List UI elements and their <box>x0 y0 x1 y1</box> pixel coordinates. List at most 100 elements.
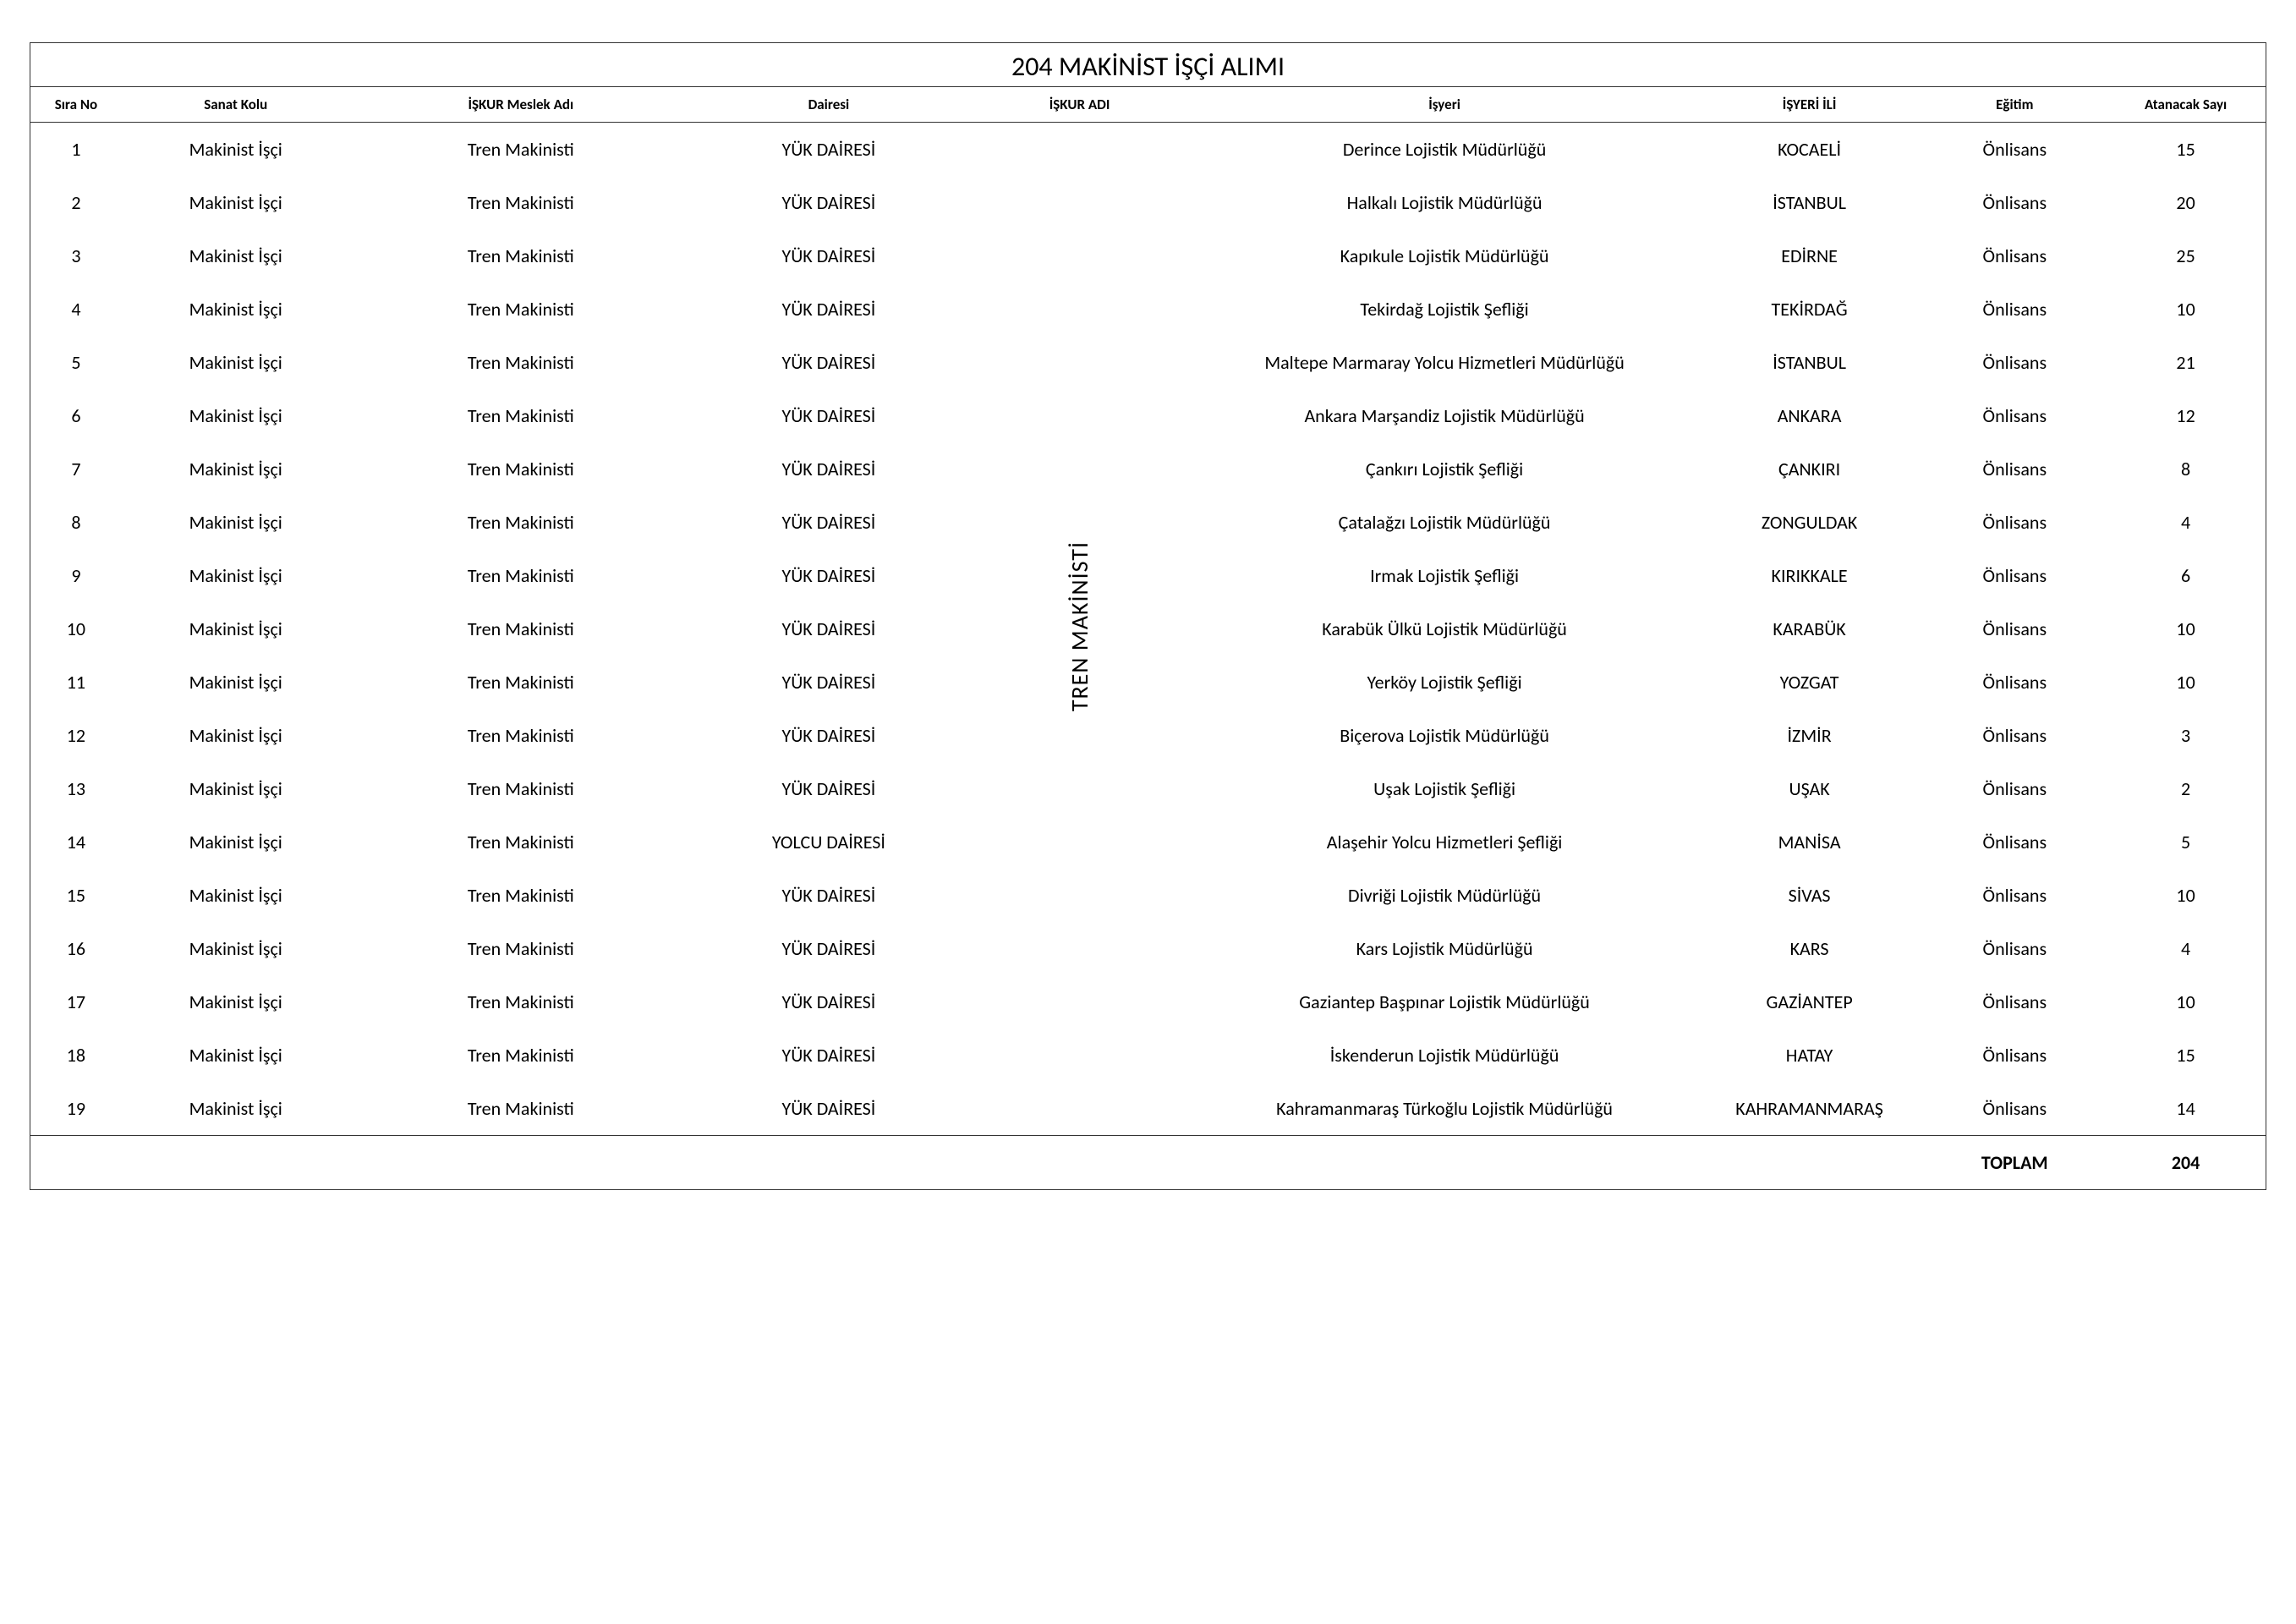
cell-il: KAHRAMANMARAŞ <box>1696 1082 1924 1136</box>
cell-isyeri: Biçerova Lojistik Müdürlüğü <box>1193 709 1695 762</box>
cell-sira: 1 <box>30 123 122 177</box>
cell-sira: 8 <box>30 496 122 549</box>
cell-sayi: 10 <box>2106 656 2266 709</box>
cell-sanat: Makinist İşçi <box>122 602 350 656</box>
header-isyeri: İşyeri <box>1193 87 1695 123</box>
total-empty-cell <box>692 1136 966 1190</box>
cell-sayi: 10 <box>2106 283 2266 336</box>
cell-egitim: Önlisans <box>1923 815 2106 869</box>
cell-sayi: 25 <box>2106 229 2266 283</box>
cell-sayi: 12 <box>2106 389 2266 442</box>
cell-sira: 14 <box>30 815 122 869</box>
cell-meslek: Tren Makinisti <box>350 549 693 602</box>
cell-sanat: Makinist İşçi <box>122 336 350 389</box>
cell-sira: 6 <box>30 389 122 442</box>
cell-isyeri: Yerköy Lojistik Şefliği <box>1193 656 1695 709</box>
cell-egitim: Önlisans <box>1923 496 2106 549</box>
cell-sanat: Makinist İşçi <box>122 389 350 442</box>
cell-meslek: Tren Makinisti <box>350 602 693 656</box>
cell-dairesi: YÜK DAİRESİ <box>692 549 966 602</box>
cell-il: İSTANBUL <box>1696 176 1924 229</box>
cell-sanat: Makinist İşçi <box>122 283 350 336</box>
cell-dairesi: YÜK DAİRESİ <box>692 123 966 177</box>
cell-meslek: Tren Makinisti <box>350 176 693 229</box>
cell-dairesi: YOLCU DAİRESİ <box>692 815 966 869</box>
cell-egitim: Önlisans <box>1923 1029 2106 1082</box>
cell-sanat: Makinist İşçi <box>122 442 350 496</box>
cell-meslek: Tren Makinisti <box>350 1029 693 1082</box>
cell-meslek: Tren Makinisti <box>350 389 693 442</box>
cell-egitim: Önlisans <box>1923 1082 2106 1136</box>
cell-sanat: Makinist İşçi <box>122 709 350 762</box>
header-sira: Sıra No <box>30 87 122 123</box>
total-empty-cell <box>966 1136 1194 1190</box>
cell-isyeri: Kahramanmaraş Türkoğlu Lojistik Müdürlüğ… <box>1193 1082 1695 1136</box>
cell-egitim: Önlisans <box>1923 709 2106 762</box>
cell-isyeri: Kapıkule Lojistik Müdürlüğü <box>1193 229 1695 283</box>
cell-sira: 4 <box>30 283 122 336</box>
cell-sanat: Makinist İşçi <box>122 762 350 815</box>
cell-egitim: Önlisans <box>1923 123 2106 177</box>
cell-isyeri: Divriği Lojistik Müdürlüğü <box>1193 869 1695 922</box>
cell-il: KOCAELİ <box>1696 123 1924 177</box>
cell-sira: 9 <box>30 549 122 602</box>
cell-sira: 17 <box>30 975 122 1029</box>
cell-dairesi: YÜK DAİRESİ <box>692 176 966 229</box>
cell-dairesi: YÜK DAİRESİ <box>692 442 966 496</box>
cell-egitim: Önlisans <box>1923 602 2106 656</box>
header-egitim: Eğitim <box>1923 87 2106 123</box>
header-il: İŞYERİ İLİ <box>1696 87 1924 123</box>
cell-sayi: 10 <box>2106 869 2266 922</box>
cell-egitim: Önlisans <box>1923 336 2106 389</box>
cell-meslek: Tren Makinisti <box>350 336 693 389</box>
cell-sira: 19 <box>30 1082 122 1136</box>
cell-egitim: Önlisans <box>1923 975 2106 1029</box>
cell-sayi: 10 <box>2106 975 2266 1029</box>
cell-meslek: Tren Makinisti <box>350 709 693 762</box>
cell-isyeri: Çankırı Lojistik Şefliği <box>1193 442 1695 496</box>
cell-egitim: Önlisans <box>1923 176 2106 229</box>
cell-sanat: Makinist İşçi <box>122 123 350 177</box>
iskur-vertical-label: TREN MAKİNİSTİ <box>1065 541 1094 711</box>
cell-il: ANKARA <box>1696 389 1924 442</box>
cell-sayi: 15 <box>2106 123 2266 177</box>
cell-sira: 18 <box>30 1029 122 1082</box>
cell-meslek: Tren Makinisti <box>350 656 693 709</box>
cell-egitim: Önlisans <box>1923 229 2106 283</box>
cell-isyeri: Uşak Lojistik Şefliği <box>1193 762 1695 815</box>
cell-il: ZONGULDAK <box>1696 496 1924 549</box>
cell-sira: 3 <box>30 229 122 283</box>
total-empty-cell <box>30 1136 122 1190</box>
cell-dairesi: YÜK DAİRESİ <box>692 922 966 975</box>
cell-sira: 7 <box>30 442 122 496</box>
table-title: 204 MAKİNİST İŞÇİ ALIMI <box>30 43 2266 87</box>
cell-isyeri: Karabük Ülkü Lojistik Müdürlüğü <box>1193 602 1695 656</box>
cell-sayi: 2 <box>2106 762 2266 815</box>
cell-dairesi: YÜK DAİRESİ <box>692 1082 966 1136</box>
cell-il: İSTANBUL <box>1696 336 1924 389</box>
cell-sanat: Makinist İşçi <box>122 815 350 869</box>
cell-dairesi: YÜK DAİRESİ <box>692 762 966 815</box>
header-meslek: İŞKUR Meslek Adı <box>350 87 693 123</box>
cell-sayi: 4 <box>2106 922 2266 975</box>
cell-il: KARS <box>1696 922 1924 975</box>
cell-il: SİVAS <box>1696 869 1924 922</box>
cell-egitim: Önlisans <box>1923 762 2106 815</box>
cell-il: KIRIKKALE <box>1696 549 1924 602</box>
cell-dairesi: YÜK DAİRESİ <box>692 869 966 922</box>
total-value: 204 <box>2106 1136 2266 1190</box>
header-iskur: İŞKUR ADI <box>966 87 1194 123</box>
cell-isyeri: Ankara Marşandiz Lojistik Müdürlüğü <box>1193 389 1695 442</box>
cell-sanat: Makinist İşçi <box>122 869 350 922</box>
cell-meslek: Tren Makinisti <box>350 1082 693 1136</box>
cell-sira: 10 <box>30 602 122 656</box>
cell-sanat: Makinist İşçi <box>122 1082 350 1136</box>
cell-iskur-merged: TREN MAKİNİSTİ <box>966 123 1194 1136</box>
table-header: Sıra No Sanat Kolu İŞKUR Meslek Adı Dair… <box>30 87 2266 123</box>
cell-il: YOZGAT <box>1696 656 1924 709</box>
total-row: TOPLAM204 <box>30 1136 2266 1190</box>
cell-il: GAZİANTEP <box>1696 975 1924 1029</box>
cell-isyeri: İskenderun Lojistik Müdürlüğü <box>1193 1029 1695 1082</box>
cell-egitim: Önlisans <box>1923 549 2106 602</box>
table-body: 1Makinist İşçiTren MakinistiYÜK DAİRESİT… <box>30 123 2266 1190</box>
